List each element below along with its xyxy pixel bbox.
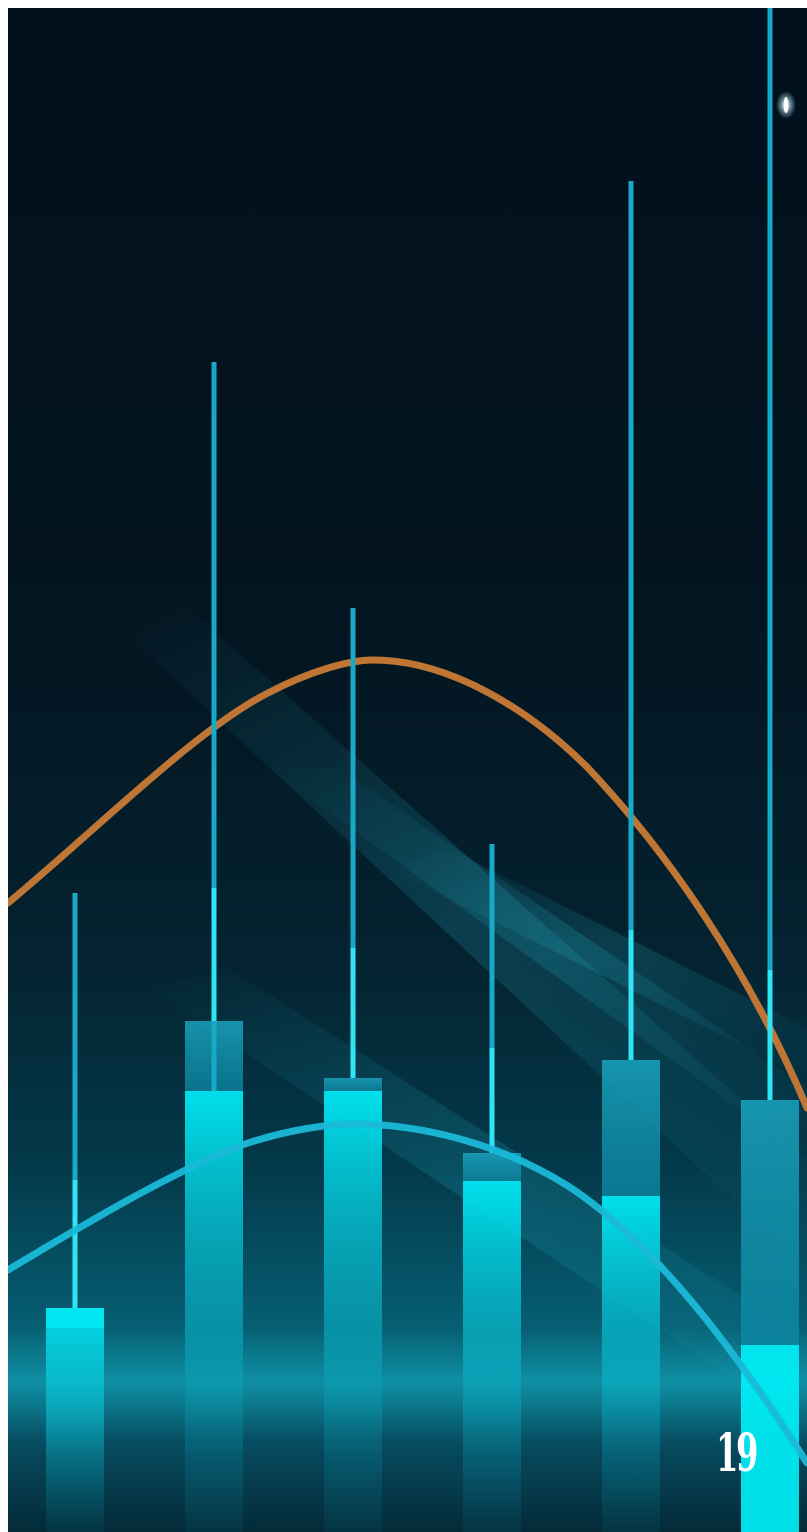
chart-artwork-panel: 19 bbox=[8, 8, 807, 1532]
floor-glow bbox=[8, 1328, 807, 1438]
decorative-chart-art bbox=[8, 8, 807, 1532]
orange-curve bbox=[8, 656, 807, 1112]
sparkle-icon bbox=[776, 91, 796, 119]
page-number: 19 bbox=[716, 1423, 758, 1484]
wick-lines bbox=[72, 8, 773, 1308]
cyan-curve bbox=[8, 1120, 807, 1467]
